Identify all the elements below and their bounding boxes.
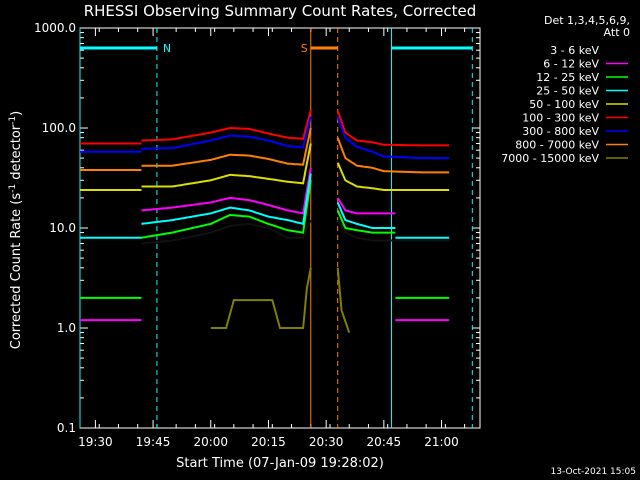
series-line	[141, 116, 312, 150]
x-tick-label: 21:00	[424, 435, 459, 449]
legend-label: 300 - 800 keV	[522, 125, 599, 138]
series-3	[80, 180, 450, 299]
series-4	[80, 173, 450, 239]
x-tick-label: 20:00	[193, 435, 228, 449]
y-axis-label-sup-2: -1	[8, 116, 18, 125]
legend-label: 25 - 50 keV	[536, 85, 599, 98]
series-line	[336, 162, 450, 191]
y-axis-ticks: 0.1 1.0 10.0 100.0 1000.0	[34, 21, 480, 435]
series-line	[141, 127, 312, 167]
y-axis-label-sup: -1	[8, 184, 18, 193]
series-7	[80, 116, 450, 160]
night-marker-label: N	[163, 42, 171, 55]
series-line	[336, 110, 450, 147]
y-tick-label: 10.0	[49, 221, 76, 235]
series-line	[336, 219, 450, 242]
series-line	[336, 209, 396, 234]
series-1	[141, 219, 450, 245]
x-axis-label: Start Time (07-Jan-09 19:28:02)	[176, 456, 384, 471]
series-line	[141, 180, 312, 239]
legend-label: 800 - 7000 keV	[515, 139, 599, 152]
series-line	[336, 137, 450, 174]
series-line	[141, 143, 312, 188]
legend-label: 6 - 12 keV	[543, 58, 599, 71]
x-tick-label: 19:45	[136, 435, 171, 449]
legend-header: Det 1,3,4,5,6,9,	[544, 14, 630, 27]
series-line	[336, 197, 396, 215]
series-lines	[80, 110, 450, 333]
y-tick-label: 1.0	[57, 321, 76, 335]
series-line	[336, 202, 396, 229]
legend-label: 100 - 300 keV	[522, 112, 599, 125]
series-line	[336, 116, 450, 160]
x-tick-label: 19:30	[78, 435, 113, 449]
series-line	[336, 267, 351, 333]
y-axis-label-suffix: )	[9, 111, 24, 116]
y-axis-label-prefix: Corrected Count Rate (s	[9, 193, 24, 350]
y-tick-label: 100.0	[42, 121, 76, 135]
x-tick-label: 20:30	[309, 435, 344, 449]
x-tick-label: 20:15	[251, 435, 286, 449]
series-9	[210, 267, 351, 333]
y-axis-label-mid: detector	[9, 124, 24, 184]
y-axis-label: Corrected Count Rate (s-1 detector-1)	[8, 111, 24, 349]
x-tick-label: 20:45	[367, 435, 402, 449]
series-line	[210, 267, 312, 329]
legend-label: 50 - 100 keV	[529, 98, 599, 111]
series-line	[141, 173, 312, 226]
y-tick-label: 1000.0	[34, 21, 76, 35]
series-8	[80, 127, 450, 174]
series-6	[80, 110, 450, 147]
saa-marker-label: S	[301, 42, 308, 55]
legend-label: 7000 - 15000 keV	[501, 152, 599, 165]
series-line	[141, 110, 312, 142]
y-tick-label: 0.1	[57, 421, 76, 435]
chart-title: RHESSI Observing Summary Count Rates, Co…	[84, 2, 477, 20]
legend-label: 3 - 6 keV	[550, 44, 599, 57]
series-2	[80, 167, 450, 322]
legend-header: Att 0	[604, 26, 630, 39]
series-5	[80, 143, 450, 191]
series-line	[141, 167, 312, 215]
series-line	[141, 219, 312, 245]
timestamp: 13-Oct-2021 15:05	[551, 467, 636, 477]
legend-label: 12 - 25 keV	[536, 71, 599, 84]
